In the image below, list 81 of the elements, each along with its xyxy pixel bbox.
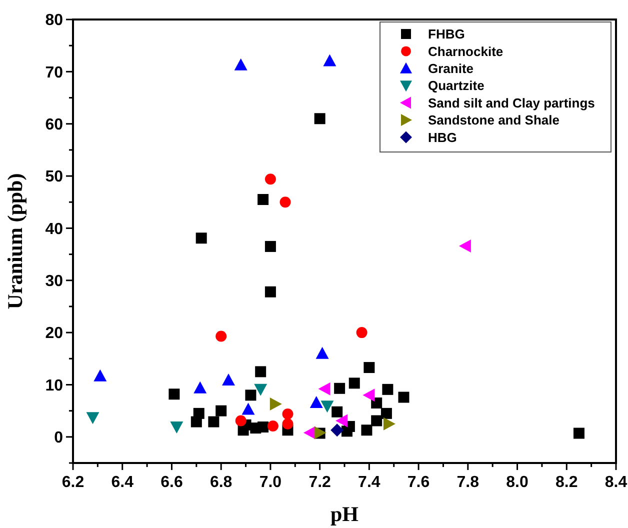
x-tick-label: 8.4 [604, 474, 628, 491]
point [168, 388, 180, 400]
point [310, 396, 323, 408]
y-tick-label: 60 [45, 116, 64, 134]
point [270, 398, 282, 411]
point [330, 424, 344, 437]
point [320, 400, 334, 413]
legend-label: Quartzite [428, 78, 484, 94]
x-tick-label: 6.2 [62, 474, 84, 491]
point [362, 388, 375, 402]
point [193, 408, 204, 419]
point [334, 382, 346, 394]
x-tick-label: 6.4 [111, 474, 134, 491]
point [267, 420, 278, 432]
point [94, 369, 107, 382]
y-tick-label: 10 [45, 377, 64, 394]
x-tick-label: 7.4 [358, 474, 380, 491]
legend-label: Sand silt and Clay partings [428, 95, 595, 110]
point [380, 408, 392, 419]
point [361, 424, 372, 436]
point [222, 374, 235, 386]
legend-label: HBG [428, 130, 457, 145]
point [258, 422, 269, 432]
point [254, 384, 268, 396]
point [332, 406, 343, 418]
point [341, 426, 352, 437]
point [194, 381, 207, 394]
x-tick-label: 7.8 [456, 474, 480, 491]
x-tick-label: 7.0 [259, 474, 282, 491]
point [364, 362, 375, 374]
x-tick-label: 6.6 [160, 474, 183, 491]
point [216, 330, 227, 342]
y-tick-label: 70 [45, 64, 64, 82]
legend-label: Charnockite [428, 44, 504, 59]
point [264, 174, 276, 185]
point [356, 327, 368, 338]
y-tick-label: 0 [54, 430, 64, 447]
point [282, 418, 294, 430]
point [208, 416, 220, 428]
y-tick-label: 50 [45, 168, 64, 186]
point [255, 366, 266, 378]
point [316, 346, 329, 359]
point [323, 54, 336, 66]
x-tick-label: 7.2 [308, 474, 332, 491]
y-tick-label: 40 [45, 220, 64, 238]
y-axis-title: Uranium (ppb) [3, 173, 27, 310]
x-tick-label: 8.2 [556, 474, 578, 491]
point [170, 422, 184, 434]
point [235, 415, 246, 426]
y-tick-label: 30 [45, 272, 64, 290]
x-tick-label: 8.0 [506, 474, 528, 491]
point [196, 232, 207, 244]
point [245, 390, 256, 401]
point [318, 382, 330, 396]
point [383, 417, 396, 430]
point [398, 392, 410, 403]
y-tick-label: 20 [45, 325, 64, 342]
point [280, 196, 291, 208]
point [242, 402, 255, 415]
point [314, 113, 326, 124]
point [282, 408, 294, 420]
point [371, 397, 382, 408]
point [216, 405, 227, 416]
x-tick-label: 6.8 [210, 474, 232, 491]
legend-label: Granite [428, 60, 474, 76]
legend-label: Sandstone and Shale [428, 112, 560, 128]
point [264, 240, 276, 252]
y-tick-label: 80 [45, 12, 64, 30]
point [264, 286, 276, 298]
point [336, 414, 348, 428]
point [573, 428, 584, 439]
legend-label: FHBG [428, 26, 465, 42]
point [86, 412, 100, 424]
x-tick-label: 7.6 [407, 474, 430, 491]
point [258, 194, 269, 206]
point [234, 58, 248, 70]
point [382, 384, 394, 395]
point [458, 239, 471, 252]
x-axis-title: pH [330, 502, 359, 526]
point [348, 378, 360, 389]
point [371, 415, 382, 426]
